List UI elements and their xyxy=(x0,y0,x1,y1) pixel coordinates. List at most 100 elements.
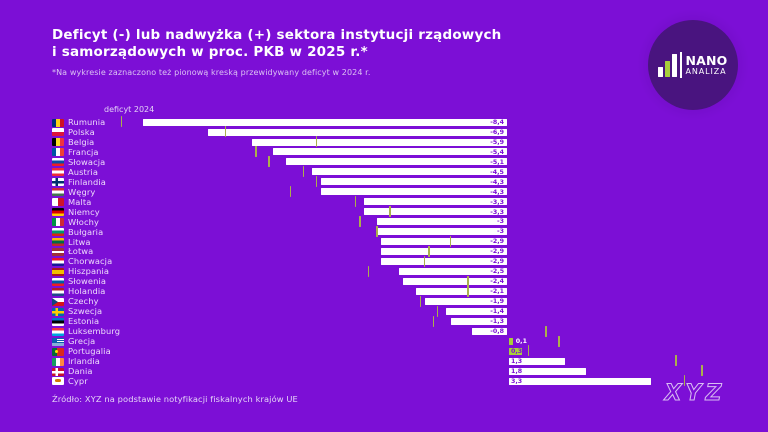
country-label: Polska xyxy=(68,126,95,137)
flag-lt-icon xyxy=(52,238,64,247)
deficit-2024-tick xyxy=(527,345,530,357)
bar-value-label: -6,9 xyxy=(490,128,504,136)
chart-row: Grecja 0,1 xyxy=(0,335,768,347)
country-label: Belgia xyxy=(68,136,95,147)
deficit-bar: 1,8 xyxy=(508,367,587,375)
chart-row: Hiszpania -2,5 xyxy=(0,265,768,277)
country-label: Czechy xyxy=(68,296,99,307)
chart-row: Chorwacja -2,9 xyxy=(0,255,768,267)
xyz-watermark-text: XYZ xyxy=(663,381,726,406)
deficit-2024-tick xyxy=(389,206,391,218)
bar-value-label: -2,5 xyxy=(490,268,505,276)
flag-at-icon xyxy=(52,168,64,177)
country-label: Węgry xyxy=(68,186,96,197)
source-note: Źródło: XYZ na podstawie notyfikacji fis… xyxy=(52,394,298,404)
bar-value-label: -4,3 xyxy=(490,178,504,186)
flag-it-icon xyxy=(52,218,64,227)
country-label: Estonia xyxy=(68,316,100,327)
deficit-bar: -4,3 xyxy=(320,188,507,196)
deficit-2024-tick xyxy=(419,295,422,307)
logo-name-top: NANO xyxy=(685,53,728,68)
deficit-bar: -3,3 xyxy=(364,208,507,216)
flag-fi-icon xyxy=(52,178,64,187)
deficit-bar: -0,8 xyxy=(472,327,507,335)
country-label: Chorwacja xyxy=(68,256,113,267)
bar-value-label: -2,9 xyxy=(490,238,504,246)
flag-de-icon xyxy=(52,208,64,217)
country-label: Bułgaria xyxy=(68,226,104,237)
bar-value-label: -5,1 xyxy=(490,158,504,166)
chart-row: Estonia -1,3 xyxy=(0,315,768,327)
country-label: Finlandia xyxy=(68,176,106,187)
country-label: Dania xyxy=(68,366,93,376)
chart-row: Rumunia -8,4 xyxy=(0,116,768,128)
chart-row: Francja -5,4 xyxy=(0,146,768,158)
bar-value-label: -2,4 xyxy=(490,278,504,286)
bar-value-label: 3,3 xyxy=(511,377,523,385)
deficit-2024-tick xyxy=(255,146,257,158)
chart-row: Słowacja -5,1 xyxy=(0,156,768,168)
chart-row: Czechy -1,9 xyxy=(0,295,768,307)
bar-value-label: 1,8 xyxy=(511,367,523,375)
deficit-bar: -2,5 xyxy=(398,267,508,276)
country-label: Luksemburg xyxy=(68,326,121,337)
deficit-2024-tick xyxy=(545,325,547,337)
deficit-bar: -3 xyxy=(377,218,507,225)
chart-row: Finlandia -4,3 xyxy=(0,176,768,188)
deficit-bar: -2,9 xyxy=(381,248,507,255)
country-label: Słowenia xyxy=(68,276,107,287)
chart-row: Dania 1,8 xyxy=(0,365,768,377)
deficit-bar: -2,9 xyxy=(381,238,507,245)
chart-row: Włochy -3 xyxy=(0,216,768,227)
deficit-bar: -4,5 xyxy=(312,168,507,176)
xyz-watermark-svg: XYZ xyxy=(662,381,726,407)
chart-row: Węgry -4,3 xyxy=(0,186,768,198)
bar-value-label: -1,3 xyxy=(490,318,504,326)
country-label: Holandia xyxy=(68,286,106,297)
bar-value-label: -5,4 xyxy=(490,148,504,156)
deficit-bar: -1,4 xyxy=(446,307,507,316)
chart-row: Luksemburg -0,8 xyxy=(0,325,768,337)
country-label: Rumunia xyxy=(68,117,106,127)
deficit-bar: 0,3 xyxy=(508,347,522,355)
deficit-bar: -1,9 xyxy=(424,297,507,305)
bar-value-label: -1,4 xyxy=(490,308,504,316)
chart-row: Szwecja -1,4 xyxy=(0,305,768,317)
country-label: Łotwa xyxy=(68,246,94,257)
deficit-bar: 1,3 xyxy=(508,357,565,365)
deficit-2024-tick xyxy=(354,196,357,208)
chart-row: Holandia -2,1 xyxy=(0,285,768,297)
deficit-2024-tick xyxy=(428,245,430,257)
title-line-2: i samorządowych w proc. PKB w 2025 r.* xyxy=(52,44,368,60)
deficit-2024-tick xyxy=(367,265,370,277)
flag-nl-icon xyxy=(52,287,64,296)
country-label: Malta xyxy=(68,196,92,207)
logo-wordmark: NANO ANALIZA xyxy=(685,54,727,76)
country-label: Austria xyxy=(68,166,99,177)
country-label: Niemcy xyxy=(68,206,100,217)
logo-name-bottom: ANALIZA xyxy=(685,67,727,76)
bar-value-label: -2,9 xyxy=(490,248,504,256)
chart-row: Portugalia 0,3 xyxy=(0,345,768,357)
flag-cz-icon xyxy=(52,297,64,306)
country-label: Litwa xyxy=(68,236,91,247)
page-title: Deficyt (-) lub nadwyżka (+) sektora ins… xyxy=(52,27,501,61)
logo-divider xyxy=(680,52,683,78)
nano-analiza-logo: NANO ANALIZA xyxy=(648,20,738,110)
country-label: Szwecja xyxy=(68,306,103,317)
deficit-2024-tick xyxy=(436,305,439,317)
chart-row: Bułgaria -3 xyxy=(0,225,768,237)
flag-ie-icon xyxy=(52,357,64,366)
deficit-2024-tick xyxy=(467,285,469,297)
chart-row: Belgia -5,9 xyxy=(0,136,768,148)
deficit-2024-tick xyxy=(302,166,305,178)
bar-value-label: -2,1 xyxy=(490,288,504,296)
flag-be-icon xyxy=(52,138,64,147)
bar-chart-icon xyxy=(658,53,678,77)
country-label: Irlandia xyxy=(68,356,100,367)
bar-value-label: 1,3 xyxy=(511,357,523,365)
country-label: Francja xyxy=(68,146,99,157)
deficit-bar: 3,3 xyxy=(508,377,652,385)
deficit-2024-tick xyxy=(120,116,123,128)
bar-value-label: -2,9 xyxy=(490,258,504,266)
